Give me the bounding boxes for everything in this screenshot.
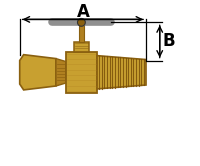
Text: A: A: [76, 3, 89, 21]
Bar: [79, 22, 84, 42]
Polygon shape: [97, 56, 146, 89]
Text: B: B: [162, 32, 175, 50]
Polygon shape: [20, 55, 56, 90]
Bar: [74, 42, 89, 52]
Polygon shape: [56, 59, 66, 86]
Bar: [66, 52, 97, 93]
Circle shape: [77, 18, 85, 26]
